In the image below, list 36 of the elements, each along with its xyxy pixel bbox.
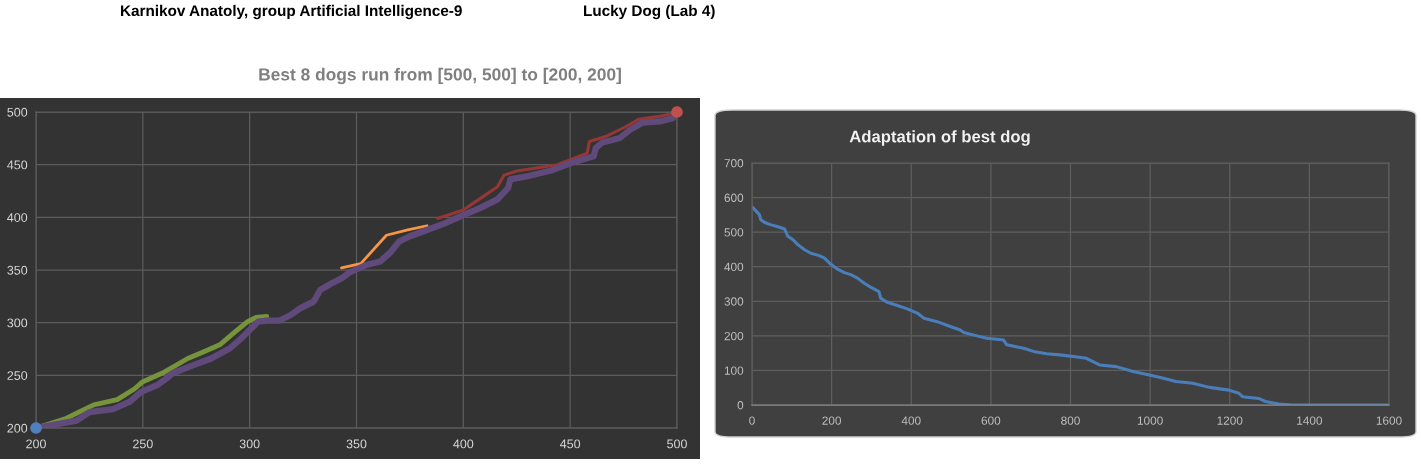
x-tick-label: 0 — [749, 416, 755, 425]
chart-title: Best 8 dogs run from [500, 500] to [200, 200] — [259, 67, 621, 85]
text: Lucky Dog (Lab 4) — [584, 4, 715, 20]
x-tick-label: 200 — [26, 439, 46, 449]
chart-title: Adaptation of best dog — [849, 130, 1030, 146]
x-tick-label: 400 — [453, 439, 474, 449]
x-tick-label: 300 — [239, 439, 260, 449]
y-tick-label: 300 — [724, 297, 744, 306]
x-tick-label: 1200 — [1217, 416, 1243, 425]
y-tick-label: 500 — [724, 228, 744, 237]
x-tick-label: 350 — [346, 439, 367, 449]
y-tick-label: 300 — [7, 318, 28, 328]
y-tick-label: 700 — [724, 159, 744, 168]
y-tick-label: 450 — [7, 160, 28, 170]
y-tick-label: 500 — [7, 107, 28, 117]
y-tick-label: 350 — [7, 265, 28, 275]
line-series — [340, 224, 429, 270]
y-tick-label: 200 — [7, 423, 28, 433]
y-tick-label: 600 — [724, 193, 744, 202]
x-tick-label: 400 — [901, 416, 921, 425]
x-tick-label: 250 — [133, 439, 153, 449]
y-tick-label: 400 — [7, 213, 28, 222]
text: Karnikov Anatoly, group Artificial Intelligence-9 — [121, 4, 462, 20]
x-tick-label: 1000 — [1137, 416, 1163, 425]
x-tick-label: 500 — [667, 439, 687, 449]
x-tick-label: 1600 — [1376, 416, 1402, 425]
x-tick-label: 450 — [560, 439, 581, 449]
x-tick-label: 800 — [1061, 416, 1080, 425]
y-tick-label: 100 — [724, 366, 744, 375]
y-tick-label: 200 — [724, 331, 744, 341]
y-tick-label: 0 — [737, 401, 744, 410]
y-tick-label: 250 — [7, 371, 28, 380]
y-tick-label: 400 — [724, 262, 744, 272]
x-tick-label: 200 — [822, 416, 842, 425]
x-tick-label: 600 — [981, 416, 1001, 425]
x-tick-label: 1400 — [1297, 416, 1323, 425]
